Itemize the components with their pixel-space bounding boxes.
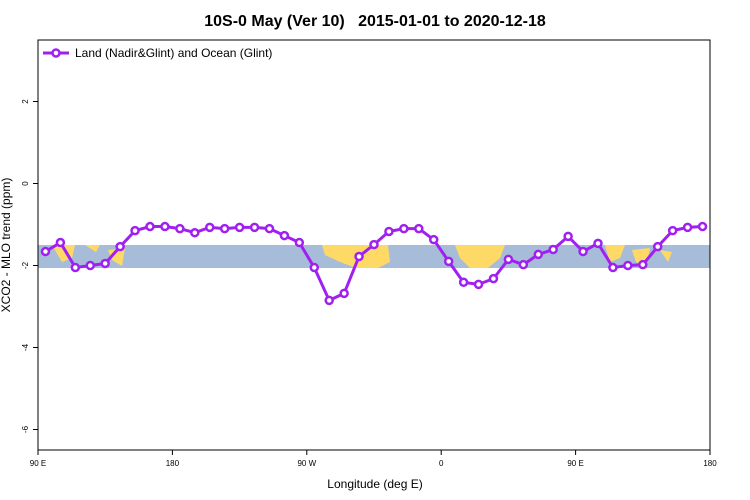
data-point <box>608 262 618 273</box>
land <box>52 245 125 266</box>
data-point <box>40 246 51 257</box>
data-point <box>593 238 603 249</box>
plot-frame <box>37 39 711 451</box>
x-tick-label: 90 E <box>30 459 46 468</box>
data-point <box>264 223 275 234</box>
data-point <box>279 230 290 241</box>
data-point <box>234 222 245 233</box>
x-tick-label: 0 <box>439 459 444 468</box>
data-point <box>249 222 260 233</box>
data-point <box>488 273 499 284</box>
data-point <box>458 277 469 288</box>
data-point <box>324 295 334 306</box>
legend-swatch-marker <box>51 48 61 58</box>
y-tick-label: 2 <box>21 99 30 104</box>
data-point <box>309 262 320 273</box>
data-point <box>369 239 379 250</box>
data-point <box>503 254 514 265</box>
data-point <box>339 288 349 299</box>
data-point <box>518 259 529 270</box>
y-tick-label: -2 <box>21 261 30 269</box>
x-tick-label: 180 <box>166 459 180 468</box>
y-axis-label: XCO2 - MLO trend (ppm) <box>0 178 13 313</box>
data-point <box>204 222 215 233</box>
data-point <box>115 241 125 252</box>
data-point <box>697 221 708 232</box>
land <box>605 245 672 266</box>
data-point <box>130 225 140 236</box>
x-tick-label: 180 <box>703 459 717 468</box>
data-point <box>160 221 170 232</box>
y-tick-label: 0 <box>21 181 30 186</box>
x-tick-label: 90 W <box>297 459 316 468</box>
y-tick-label: -4 <box>21 343 30 351</box>
data-point <box>354 251 364 262</box>
data-point <box>384 226 394 237</box>
data-point <box>578 246 588 257</box>
data-point <box>294 237 305 248</box>
data-point <box>548 244 558 255</box>
data-point <box>623 260 633 271</box>
data-point <box>55 237 66 248</box>
data-point <box>667 225 678 236</box>
data-point <box>70 262 81 273</box>
data-point <box>652 241 663 252</box>
data-point <box>145 221 155 232</box>
data-point <box>638 259 648 270</box>
data-point <box>414 223 424 234</box>
x-axis-label: Longitude (deg E) <box>327 477 422 491</box>
data-point <box>85 260 96 271</box>
data-point <box>473 279 484 290</box>
data-point <box>100 258 110 269</box>
data-point <box>533 249 544 260</box>
data-point <box>443 256 454 267</box>
data-point <box>563 231 573 242</box>
chart-title: 10S-0 May (Ver 10) 2015-01-01 to 2020-12… <box>204 13 546 30</box>
data-point <box>175 223 185 234</box>
data-point <box>219 223 230 234</box>
data-point <box>682 222 693 233</box>
x-tick-label: 90 E <box>567 459 583 468</box>
data-point <box>428 234 439 245</box>
land <box>455 245 505 268</box>
legend-label: Land (Nadir&Glint) and Ocean (Glint) <box>75 46 272 60</box>
data-point <box>399 223 409 234</box>
data-point <box>190 227 200 238</box>
y-tick-label: -6 <box>21 425 30 433</box>
